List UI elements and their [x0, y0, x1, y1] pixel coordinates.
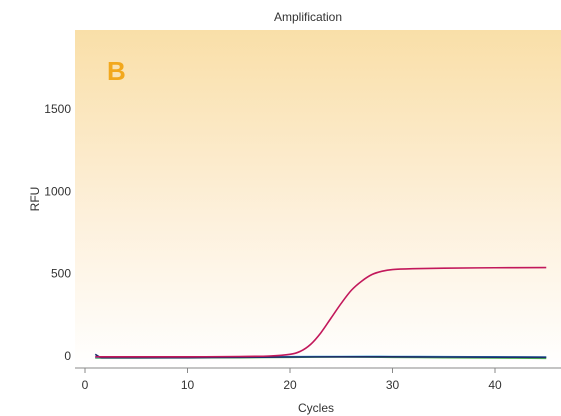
y-tick-label: 0 — [64, 349, 71, 363]
series-lines — [94, 266, 547, 360]
x-axis-label: Cycles — [298, 401, 334, 415]
series-line-0 — [95, 266, 547, 358]
series-line-3 — [94, 353, 547, 359]
x-tick-label: 20 — [283, 378, 297, 392]
x-tick-label: 0 — [82, 378, 89, 392]
y-tick-label: 500 — [51, 267, 71, 281]
y-tick-label: 1500 — [44, 102, 71, 116]
chart-title: Amplification — [274, 10, 342, 24]
y-tick-label: 1000 — [44, 184, 71, 198]
x-tick-label: 30 — [386, 378, 400, 392]
x-axis-ticks: 0 10 20 30 40 — [82, 368, 502, 392]
plot-area — [75, 30, 561, 368]
x-tick-label: 10 — [181, 378, 195, 392]
y-axis-label: RFU — [28, 187, 42, 212]
x-tick-label: 40 — [488, 378, 502, 392]
panel-label: B — [107, 56, 126, 86]
y-axis-ticks: 0 500 1000 1500 — [44, 102, 71, 363]
